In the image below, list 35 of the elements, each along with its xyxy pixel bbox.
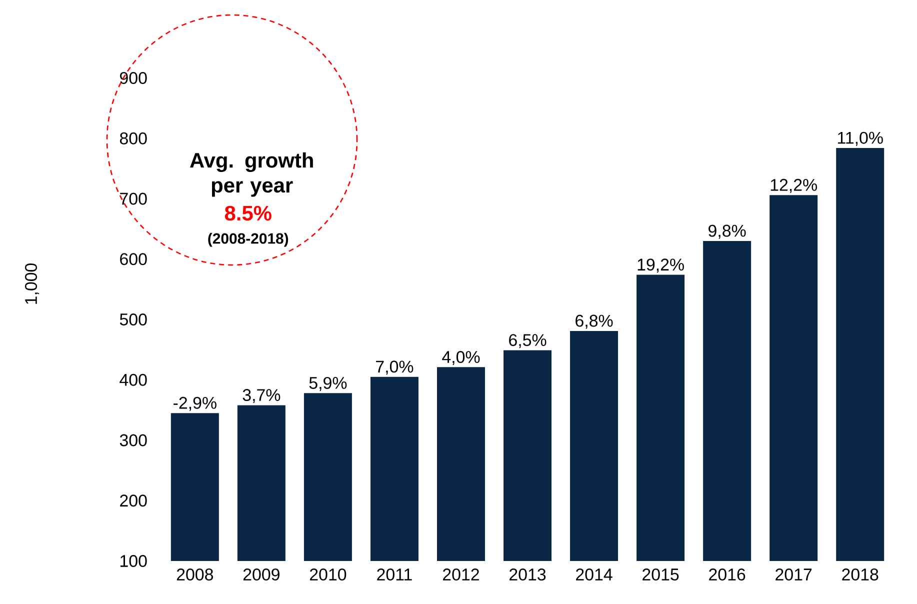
x-tick-label: 2009 bbox=[243, 568, 280, 581]
x-tick-label: 2008 bbox=[176, 568, 214, 581]
x-tick-label: 2010 bbox=[310, 568, 346, 581]
y-tick-label: 600 bbox=[120, 253, 147, 266]
x-tick-label: 2017 bbox=[776, 568, 812, 581]
x-tick-label: 2012 bbox=[443, 568, 479, 581]
y-tick-label: 300 bbox=[120, 434, 147, 446]
annotation: 7,0% bbox=[376, 360, 414, 375]
y-tick-label: 500 bbox=[120, 313, 147, 326]
y-tick-label: 400 bbox=[120, 374, 147, 386]
x-tick-label: 2015 bbox=[642, 568, 679, 581]
y-tick-label: 700 bbox=[120, 192, 147, 205]
annotation: 8.5% bbox=[224, 206, 272, 221]
annotation: 11,0% bbox=[838, 132, 883, 146]
annotation: 6,5% bbox=[509, 334, 546, 348]
x-tick-label: 2016 bbox=[709, 568, 746, 581]
annotation: 9,8% bbox=[708, 224, 746, 239]
y-tick-label: 900 bbox=[120, 72, 147, 84]
annotation: Avg. growth per year bbox=[190, 152, 313, 197]
annotation: 4,0% bbox=[442, 350, 480, 365]
annotation: 5,9% bbox=[309, 376, 347, 391]
annotation: (2008-2018) bbox=[208, 232, 288, 247]
annotation: 19,2% bbox=[638, 258, 684, 273]
annotation: 3,7% bbox=[242, 389, 280, 404]
annotation: -2,9% bbox=[174, 396, 216, 411]
x-tick-label: 2014 bbox=[576, 568, 612, 581]
y-tick-label: 100 bbox=[120, 554, 147, 567]
y-axis-title: 1,000 bbox=[25, 263, 40, 304]
x-tick-label: 2011 bbox=[377, 568, 412, 581]
y-tick-label: 800 bbox=[120, 132, 147, 144]
annotation: 6,8% bbox=[576, 314, 613, 329]
annotation: 12,2% bbox=[770, 178, 817, 193]
x-tick-label: 2018 bbox=[842, 568, 878, 581]
y-tick-label: 200 bbox=[120, 494, 147, 507]
x-tick-label: 2013 bbox=[510, 568, 546, 581]
